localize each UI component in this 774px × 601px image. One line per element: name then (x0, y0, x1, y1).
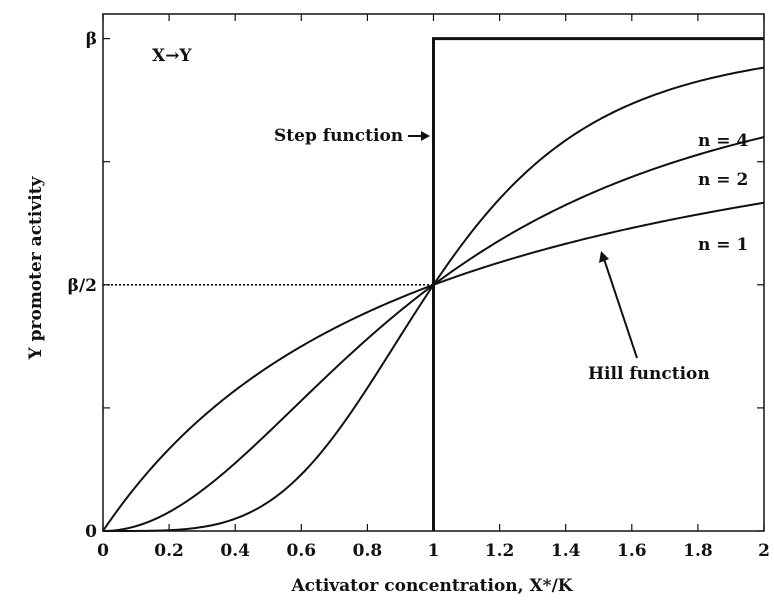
corner-label: X→Y (152, 46, 192, 66)
x-tick-label: 1.6 (617, 541, 647, 561)
x-tick-label: 1 (428, 541, 440, 561)
x-axis-title: Activator concentration, X*/K (290, 576, 573, 596)
x-tick-label: 0 (97, 541, 109, 561)
x-tick-label: 1.4 (551, 541, 581, 561)
series-label-n2: n = 2 (698, 170, 748, 190)
hill-function-label: Hill function (588, 364, 710, 384)
x-tick-label: 1.2 (485, 541, 515, 561)
x-tick-label: 0.6 (287, 541, 317, 561)
step-function-label: Step function (274, 126, 403, 146)
series-label-n4: n = 4 (698, 131, 748, 151)
y-axis-title: Y promoter activity (26, 175, 46, 360)
x-tick-label: 2 (758, 541, 770, 561)
y-tick-label: β/2 (68, 276, 97, 296)
x-tick-label: 0.2 (154, 541, 184, 561)
step-function-line (432, 37, 764, 531)
y-tick-label: 0 (85, 522, 97, 542)
series-label-n1: n = 1 (698, 235, 748, 255)
x-tick-label: 0.8 (353, 541, 383, 561)
ticks: 0 0.2 0.4 0.6 0.8 1 1.2 1.4 1.6 1.8 2 0 β/2 β (68, 14, 770, 561)
y-tick-label: β (86, 30, 97, 50)
hill-function-arrow (599, 251, 638, 359)
x-tick-label: 0.4 (220, 541, 250, 561)
series-group (102, 37, 765, 532)
step-function-arrow (408, 131, 430, 141)
x-tick-label: 1.8 (683, 541, 713, 561)
